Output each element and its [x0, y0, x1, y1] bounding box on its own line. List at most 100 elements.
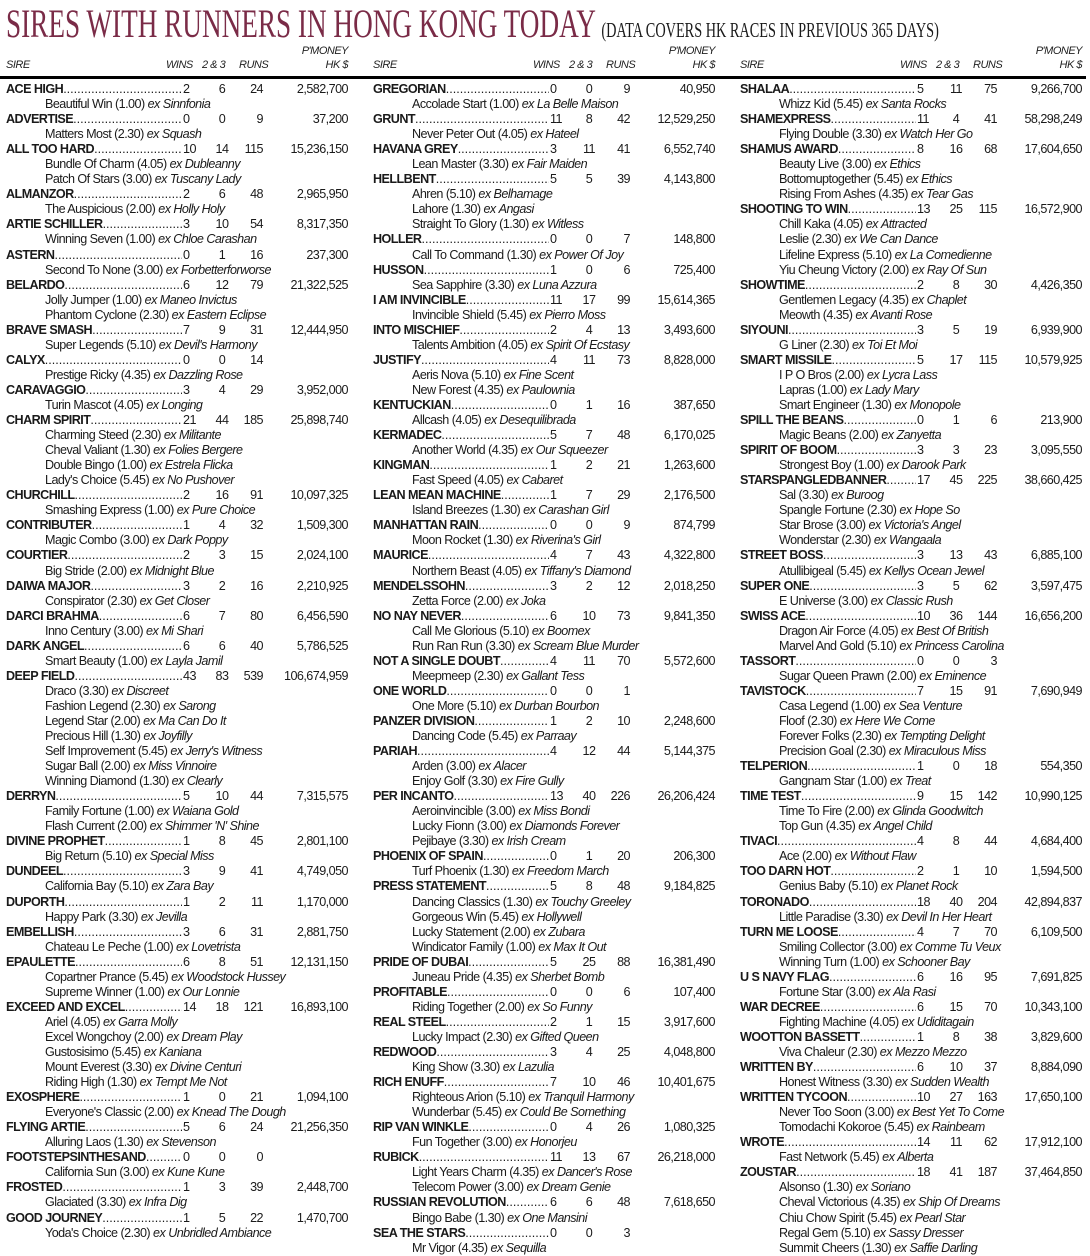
ex-label: ex	[176, 939, 189, 954]
runner-name: Telecom Power	[412, 1180, 492, 1195]
runner-dam: Folies Bergere	[168, 443, 243, 458]
runner-dam: Lovetrista	[191, 939, 241, 954]
sire-runs: 29	[250, 382, 263, 397]
sire-runs: 42	[617, 112, 630, 127]
runner-row: Super Legends (5.10) ex Devil's Harmony	[6, 338, 351, 353]
runner-row: Talents Ambition (4.05) ex Spirit Of Ecs…	[373, 338, 718, 353]
runner-row: One More (5.10) ex Durban Bourbon	[373, 699, 718, 714]
runner-row: Big Stride (2.00) ex Midnight Blue	[6, 564, 351, 579]
header-prize: P'MONEY	[668, 45, 716, 57]
ex-label: ex	[529, 307, 542, 322]
runner-name: New Forest	[412, 382, 471, 397]
runner-row: Cheval Valiant (1.30) ex Folies Bergere	[6, 443, 351, 458]
runner-dam: Power Of Joy	[554, 247, 624, 262]
sire-name: SPILL THE BEANS	[740, 413, 916, 428]
sire-prize-money: 3,597,475	[1030, 578, 1083, 593]
sire-prize-money: 8,884,090	[1030, 1060, 1083, 1075]
sire-prize-money: 10,579,925	[1024, 352, 1082, 367]
ex-label: ex	[154, 172, 168, 187]
runner-row: Summit Cheers (1.30) ex Saffie Darling	[740, 1241, 1085, 1256]
runner-row: Beauty Live (3.00) ex Ethics	[740, 157, 1085, 172]
runner-row: Never Too Soon (3.00) ex Best Yet To Com…	[740, 1105, 1085, 1120]
runner-odds: (3.00)	[835, 518, 866, 533]
runner-odds: (1.00)	[857, 774, 887, 789]
sire-name: ADVERTISE	[6, 112, 182, 127]
sire-name: PHOENIX OF SPAIN	[373, 849, 549, 864]
sire-wins: 2	[183, 488, 190, 503]
sire-wins: 11	[550, 112, 563, 127]
sire-wins: 3	[550, 1045, 557, 1059]
runner-row: Gorgeous Win (5.45) ex Hollywell	[373, 910, 718, 925]
runner-dam: Hollywell	[536, 909, 582, 924]
sire-places: 83	[215, 668, 229, 683]
runner-row: Gustosisimo (5.45) ex Kaniana	[6, 1045, 351, 1060]
runner-odds: (1.00)	[134, 984, 165, 999]
runner-name: Atullibigeal	[779, 563, 834, 578]
runner-row: Pejibaye (3.30) ex Irish Cream	[373, 834, 718, 849]
runner-row: Everyone's Classic (2.00) ex Knead The D…	[6, 1105, 351, 1120]
sire-prize-money: 12,131,150	[290, 954, 348, 969]
ex-label: ex	[873, 533, 887, 548]
sire-row: STREET BOSS3 13 43 6,885,100	[740, 548, 1085, 563]
runner-dam: Dubleanny	[184, 157, 241, 172]
sire-runs: 13	[617, 322, 630, 337]
sire-wins: 3	[183, 382, 190, 397]
sire-runs: 6	[990, 413, 998, 428]
sire-name: SHOOTING TO WIN	[740, 202, 916, 217]
sire-places: 18	[215, 999, 229, 1014]
runner-row: Another World (4.35) ex Our Squeezer	[373, 443, 718, 458]
runner-dam: Infra Dig	[143, 1195, 187, 1210]
sire-wins: 6	[183, 954, 190, 969]
runner-name: Precious Hill	[45, 729, 108, 744]
sire-name: RICH ENUFF	[373, 1075, 549, 1090]
sire-wins: 5	[550, 879, 557, 894]
runner-name: Ace	[779, 849, 800, 864]
runner-dam: Spirit Of Ecstasy	[545, 337, 630, 352]
runner-odds: (5.10)	[466, 698, 497, 713]
runner-odds: (2.30)	[851, 729, 882, 744]
runner-row: Sal (3.30) ex Buroog	[740, 488, 1085, 503]
runner-row: Bottomuptogether (5.45) ex Ethics	[740, 172, 1085, 187]
sire-prize-money: 107,400	[673, 984, 715, 999]
sire-runs: 68	[984, 142, 997, 157]
ex-label: ex	[499, 698, 512, 713]
runner-row: Straight To Glory (1.30) ex Witless	[373, 217, 718, 232]
runner-name: Bottomuptogether	[779, 172, 871, 187]
sire-places: 0	[218, 1090, 226, 1105]
sire-name: FLYING ARTIE	[6, 1120, 182, 1135]
sire-places: 2	[585, 713, 593, 728]
ex-label: ex	[515, 533, 529, 548]
sire-wins: 6	[917, 969, 924, 984]
runner-dam: Wangaala	[889, 533, 942, 548]
sire-prize-money: 5,572,600	[663, 653, 716, 668]
runner-dam: Our Squeezer	[535, 443, 608, 458]
sire-wins: 4	[917, 924, 924, 939]
sire-wins: 2	[183, 82, 190, 96]
sire-runs: 11	[251, 894, 264, 909]
runner-name: Dancing Code	[412, 729, 486, 744]
runner-odds: (5.45)	[873, 172, 903, 187]
sire-wins: 6	[550, 1195, 557, 1210]
sire-prize-money: 5,144,375	[663, 744, 716, 759]
header-sire: SIRE	[6, 59, 30, 71]
sire-places: 10	[582, 608, 596, 623]
sire-runs: 91	[984, 683, 997, 698]
runner-odds: (3.00)	[122, 172, 152, 187]
sire-wins: 7	[550, 1075, 557, 1090]
sire-runs: 41	[250, 864, 263, 879]
runner-row: Smashing Express (1.00) ex Pure Choice	[6, 503, 351, 518]
sire-row: MENDELSSOHN3 2 12 2,018,250	[373, 579, 718, 594]
runner-dam: Saffie Darling	[909, 1240, 978, 1255]
sire-runs: 31	[250, 924, 263, 939]
sire-places: 40	[582, 789, 596, 804]
runner-name: Winning Turn	[779, 954, 847, 969]
sire-row: TOO DARN HOT2 1 10 1,594,500	[740, 864, 1085, 879]
runner-odds: (1.00)	[849, 954, 880, 969]
runner-dam: Shimmer 'N' Shine	[164, 819, 260, 834]
runner-name: Northern Beast	[412, 563, 490, 578]
runner-row: Gentlemen Legacy (4.35) ex Chaplet	[740, 293, 1085, 308]
runner-row: Meepmeep (2.30) ex Gallant Tess	[373, 669, 718, 684]
sire-row: HAVANA GREY3 11 41 6,552,740	[373, 142, 718, 157]
sire-wins: 7	[917, 683, 924, 698]
